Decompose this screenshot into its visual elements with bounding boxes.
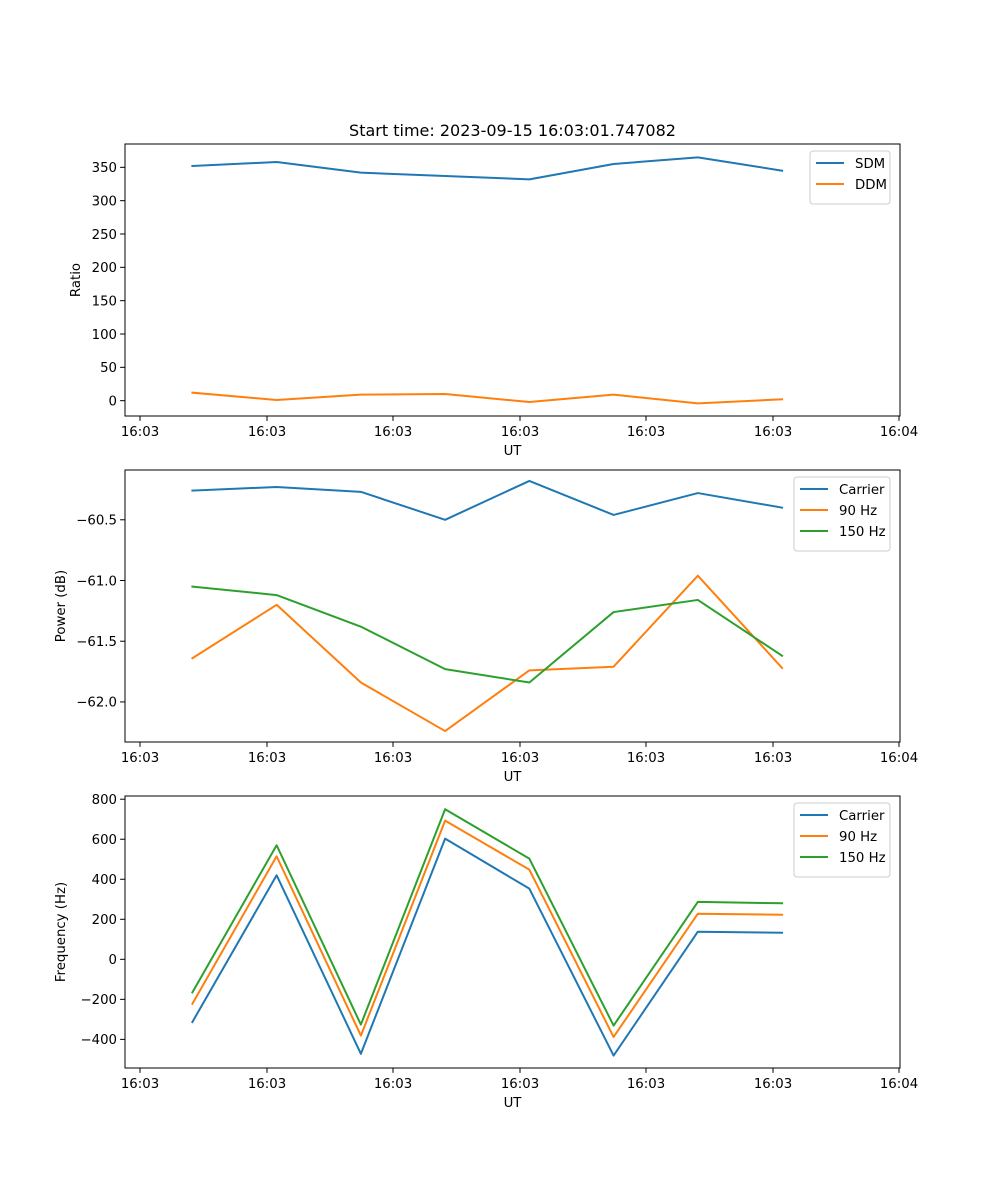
x-tick-label: 16:03	[754, 425, 792, 440]
y-tick-label: −62.0	[76, 696, 117, 711]
legend-label: SDM	[855, 157, 885, 172]
chart-panel-1: 16:03 16:03 16:03 16:03 16:03 16:03 16:04 0 50 10…	[69, 121, 918, 459]
series-line-ddm	[191, 391, 784, 405]
series-line-sdm	[191, 156, 784, 181]
x-tick-label: 16:03	[121, 1077, 159, 1092]
y-tick-label: 350	[92, 161, 117, 176]
axes-frame	[124, 143, 901, 417]
y-tick-label: 0	[109, 953, 117, 968]
x-tick-label: 16:03	[374, 1077, 412, 1092]
x-tick-label: 16:03	[248, 425, 286, 440]
axes-frame	[124, 795, 901, 1069]
x-tick-label: 16:03	[121, 751, 159, 766]
x-tick-label: 16:03	[501, 751, 539, 766]
x-tick-label: 16:03	[627, 425, 665, 440]
series-line-carrier	[191, 479, 784, 521]
x-tick-label: 16:03	[374, 751, 412, 766]
y-tick-label: 300	[92, 194, 117, 209]
y-tick-label: 800	[92, 793, 117, 808]
legend-box	[809, 150, 891, 205]
x-tick-label: 16:04	[880, 425, 918, 440]
y-tick-label: 250	[92, 228, 117, 243]
x-tick-label: 16:03	[627, 1077, 665, 1092]
legend-box	[793, 476, 891, 552]
y-tick-label: 600	[92, 833, 117, 848]
legend-box	[793, 802, 891, 878]
y-axis-label: Ratio	[69, 263, 84, 297]
x-tick-label: 16:03	[501, 425, 539, 440]
panels: 16:03 16:03 16:03 16:03 16:03 16:03 16:04 0 50 10…	[54, 121, 918, 1111]
legend-label: DDM	[855, 178, 887, 193]
chart-panel-2: 16:03 16:03 16:03 16:03 16:03 16:03 16:04 −60.5…	[54, 469, 918, 785]
y-tick-label: −61.5	[76, 635, 117, 650]
y-tick-label: 0	[109, 394, 117, 409]
legend-label: 90 Hz	[839, 504, 877, 519]
legend-label: 150 Hz	[839, 525, 886, 540]
x-axis-label: UT	[504, 1096, 523, 1111]
y-tick-label: −200	[80, 993, 117, 1008]
legend: SDM DDM	[809, 150, 891, 205]
x-tick-label: 16:03	[501, 1077, 539, 1092]
x-tick-label: 16:03	[627, 751, 665, 766]
y-tick-label: 150	[92, 294, 117, 309]
chart-title: Start time: 2023-09-15 16:03:01.747082	[349, 121, 676, 140]
series-line-90-hz	[191, 574, 784, 733]
x-tick-label: 16:03	[121, 425, 159, 440]
series-line-150-hz	[191, 585, 784, 684]
x-tick-label: 16:04	[880, 751, 918, 766]
x-axis-label: UT	[504, 770, 523, 785]
y-axis-label: Power (dB)	[54, 570, 69, 642]
y-tick-label: −400	[80, 1033, 117, 1048]
legend-label: 150 Hz	[839, 851, 886, 866]
x-tick-label: 16:03	[754, 751, 792, 766]
chart-panel-3: 16:03 16:03 16:03 16:03 16:03 16:03 16:04 −400 −…	[54, 793, 918, 1111]
y-tick-label: 200	[92, 261, 117, 276]
axes-frame	[124, 469, 901, 743]
legend-label: 90 Hz	[839, 830, 877, 845]
series-line-carrier	[191, 837, 784, 1057]
y-tick-label: 400	[92, 873, 117, 888]
y-tick-label: −60.5	[76, 514, 117, 529]
x-tick-label: 16:03	[248, 1077, 286, 1092]
y-tick-label: 100	[92, 328, 117, 343]
legend: Carrier 90 Hz 150 Hz	[793, 476, 891, 552]
y-axis-label: Frequency (Hz)	[54, 882, 69, 982]
x-tick-label: 16:04	[880, 1077, 918, 1092]
legend: Carrier 90 Hz 150 Hz	[793, 802, 891, 878]
y-tick-label: 50	[100, 361, 117, 376]
legend-label: Carrier	[839, 809, 885, 824]
y-tick-label: 200	[92, 913, 117, 928]
x-tick-label: 16:03	[754, 1077, 792, 1092]
x-tick-label: 16:03	[248, 751, 286, 766]
x-axis-label: UT	[504, 444, 523, 459]
series-line-150-hz	[191, 808, 784, 1027]
series-line-90-hz	[191, 819, 784, 1038]
legend-label: Carrier	[839, 483, 885, 498]
x-tick-label: 16:03	[374, 425, 412, 440]
y-tick-label: −61.0	[76, 574, 117, 589]
